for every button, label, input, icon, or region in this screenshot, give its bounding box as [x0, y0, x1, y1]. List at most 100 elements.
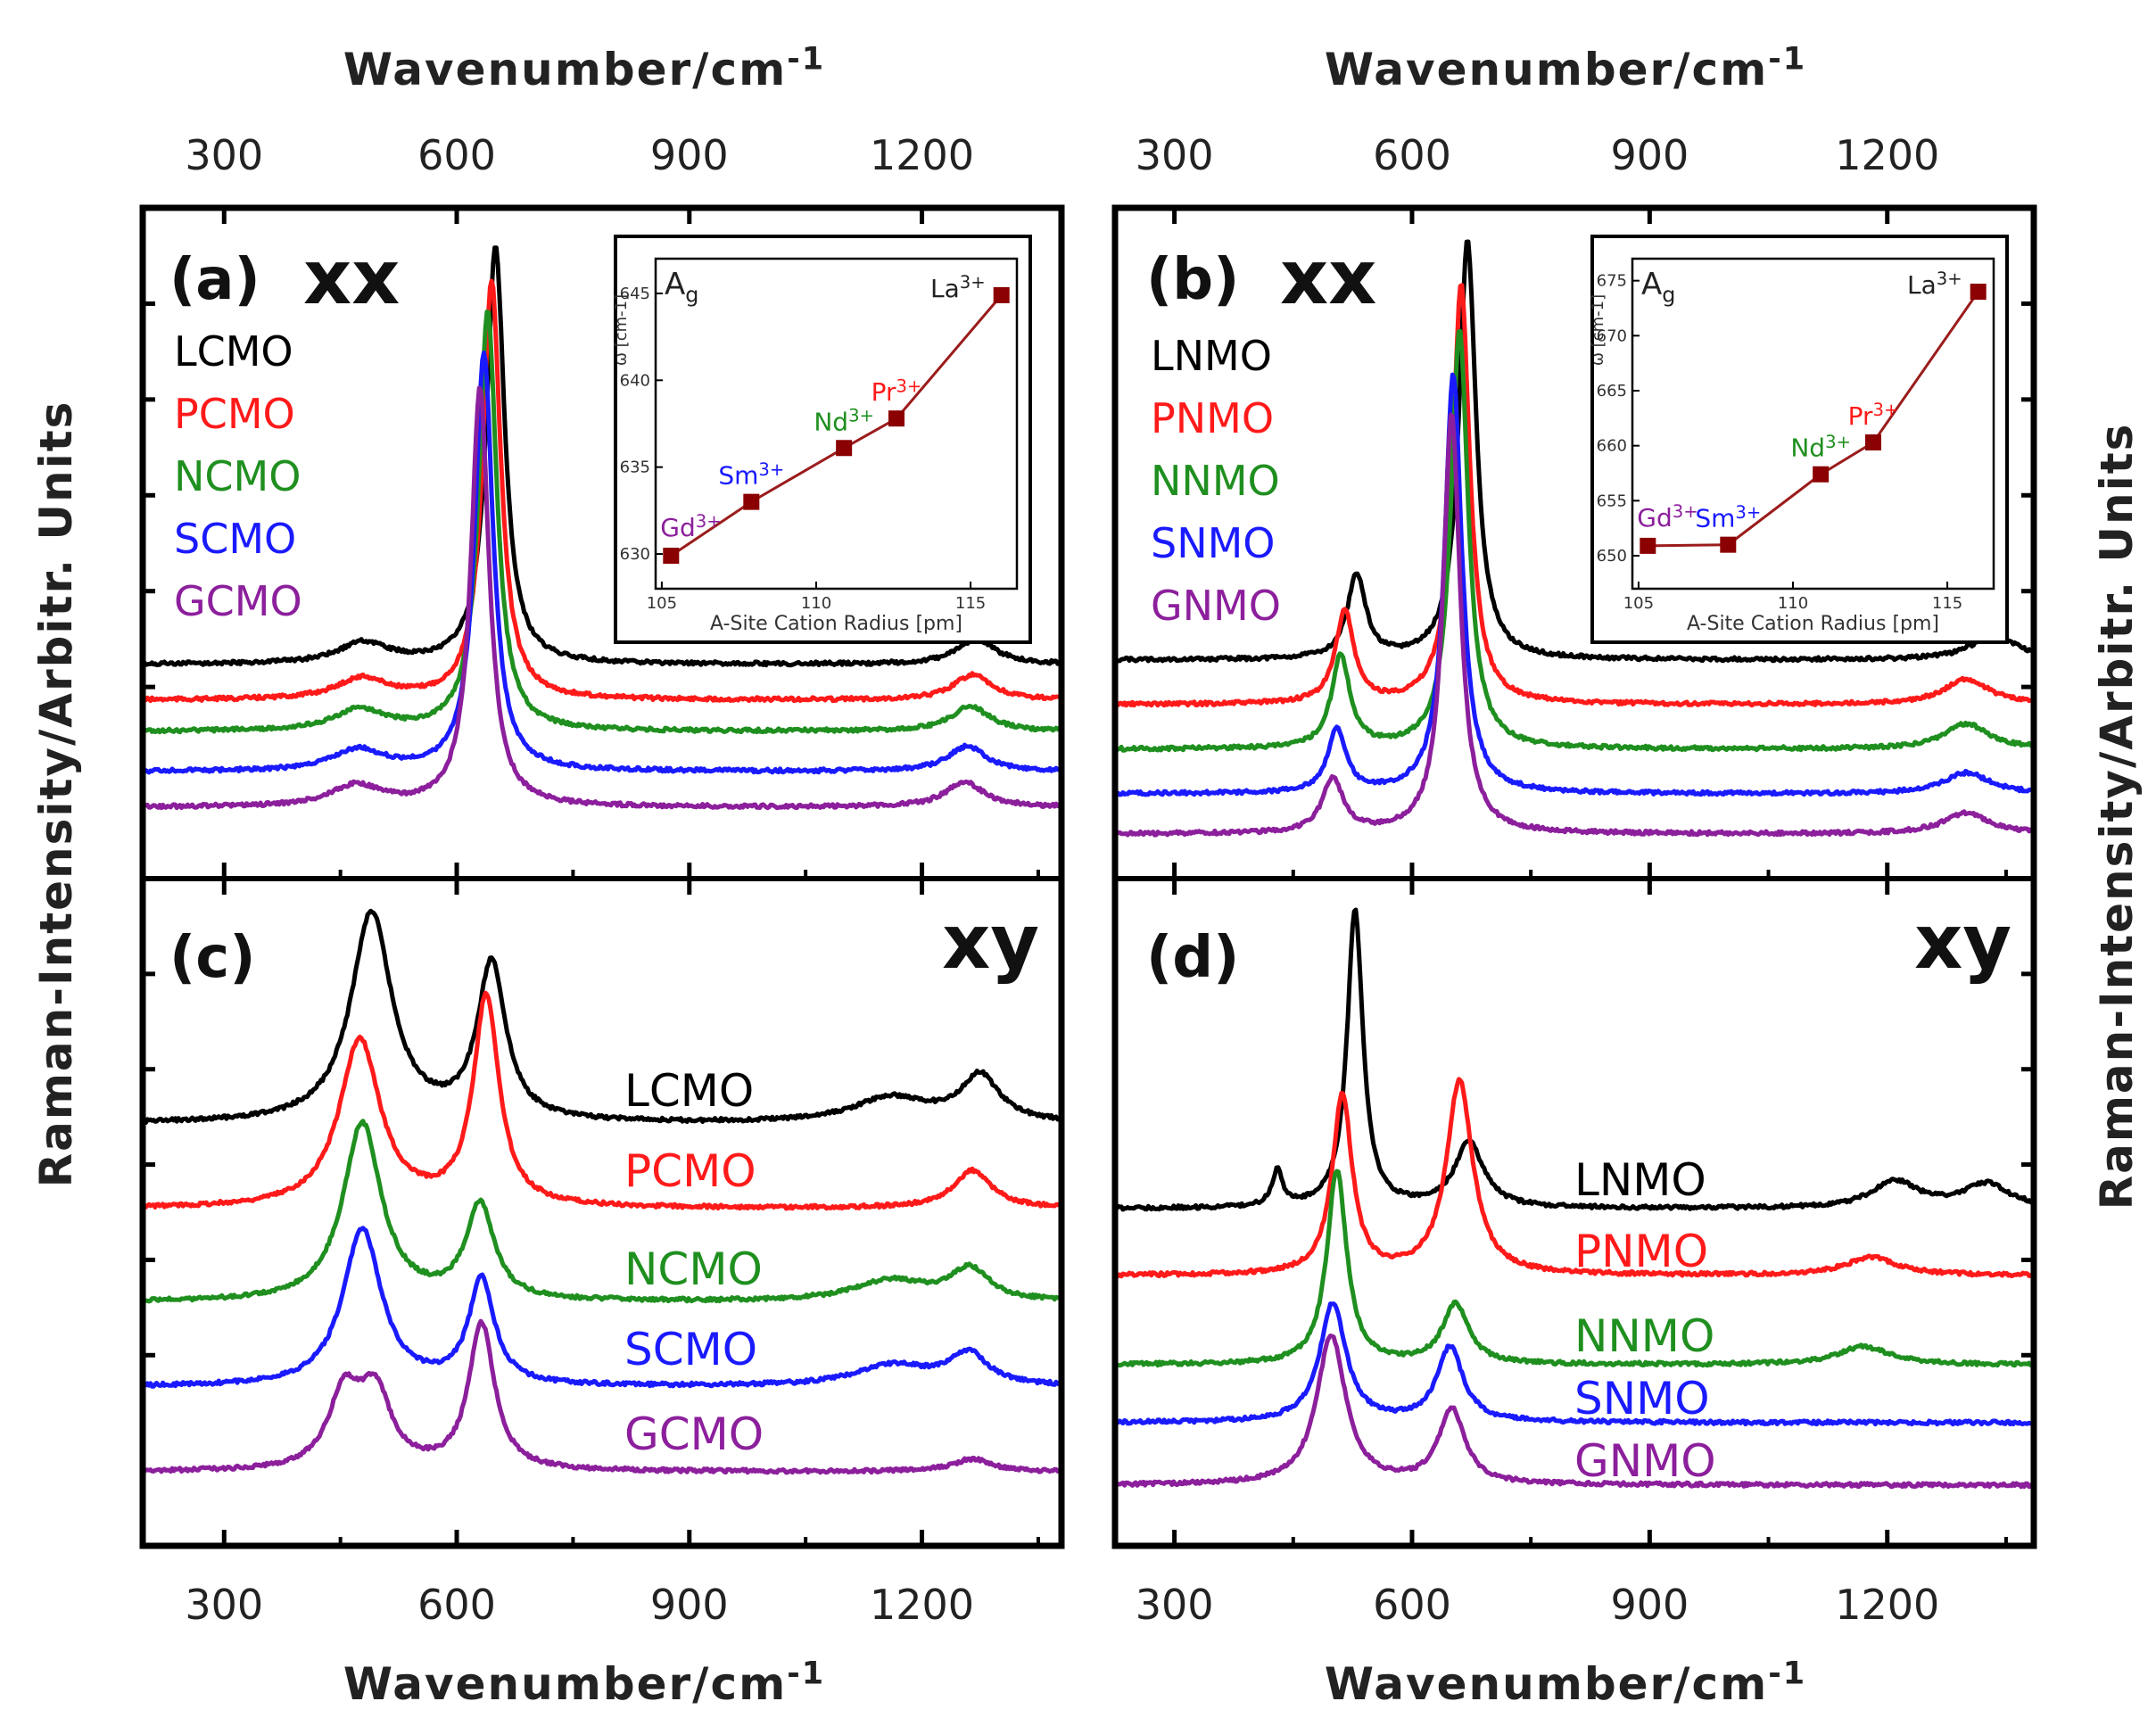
series-line-a-ncmo	[143, 310, 1061, 735]
series-line-c-gcmo	[142, 1318, 1061, 1475]
trace-label-c-lcmo: LCMO	[624, 1065, 754, 1117]
inset-y-tick-label-b-665: 665	[1597, 382, 1627, 401]
inset-title-a: Ag	[665, 267, 698, 307]
inset-point-b-Sm3	[1720, 536, 1737, 553]
inset-ion-label-a-Pr3: Pr3+	[871, 376, 922, 407]
x-tick-label-a-900: 900	[650, 131, 729, 179]
x-tick-label-c-600: 600	[417, 1581, 496, 1629]
inset-y-tick-label-a-635: 635	[620, 458, 650, 477]
series-line-d-snmo	[1115, 1301, 2034, 1427]
x-tick-label-c-900: 900	[650, 1581, 729, 1629]
inset-ion-label-a-La3: La3+	[930, 272, 986, 303]
panel-label-a: (a)	[169, 247, 260, 313]
inset-y-axis-label-a: ω [cm-1]	[612, 294, 631, 366]
panel-label-b: (b)	[1146, 247, 1239, 313]
legend-b-pnmo: PNMO	[1151, 394, 1274, 442]
polarization-label-c: xy	[942, 898, 1039, 986]
legend-a-scmo: SCMO	[174, 515, 296, 563]
x-tick-label-b-900: 900	[1610, 131, 1689, 179]
inset-ion-label-a-Nd3: Nd3+	[814, 405, 874, 436]
trace-label-c-pcmo: PCMO	[624, 1145, 756, 1197]
inset-plot-area-a	[654, 257, 1019, 590]
x-tick-label-a-600: 600	[417, 131, 496, 179]
polarization-label-a: xx	[303, 234, 400, 321]
x-tick-label-b-600: 600	[1373, 131, 1451, 179]
legend-a-ncmo: NCMO	[174, 452, 301, 500]
legend-b-nnmo: NNMO	[1151, 457, 1280, 505]
trace-label-d-lnmo: LNMO	[1574, 1154, 1706, 1206]
inset-x-tick-label-a-110: 110	[801, 594, 831, 613]
inset-frame-b	[1590, 235, 2009, 644]
series-line-d-pnmo	[1114, 1077, 2035, 1279]
legend-a-gcmo: GCMO	[174, 577, 302, 625]
inset-y-tick-label-a-640: 640	[620, 371, 650, 390]
x-tick-label-b-1200: 1200	[1835, 131, 1939, 179]
inset-x-tick-label-a-115: 115	[955, 594, 986, 613]
legend-b-gnmo: GNMO	[1151, 582, 1281, 630]
inset-point-a-Sm3	[743, 493, 760, 510]
polarization-label-d: xy	[1914, 898, 2011, 986]
trace-label-c-gcmo: GCMO	[624, 1408, 764, 1460]
inset-title-b: Ag	[1641, 267, 1675, 307]
series-line-d-nnmo	[1116, 1169, 2033, 1368]
inset-x-axis-label-a: A-Site Cation Radius [pm]	[710, 613, 962, 635]
inset-y-tick-label-a-630: 630	[620, 545, 650, 564]
x-tick-label-d-300: 300	[1136, 1581, 1214, 1629]
inset-frame-a	[614, 235, 1032, 644]
inset-ion-label-a-Sm3: Sm3+	[718, 459, 784, 491]
x-tick-label-d-600: 600	[1373, 1581, 1451, 1629]
inset-ion-label-b-La3: La3+	[1907, 268, 1962, 300]
inset-y-tick-label-b-660: 660	[1597, 437, 1627, 456]
trace-label-d-nnmo: NNMO	[1574, 1310, 1714, 1362]
inset-ion-label-b-Gd3: Gd3+	[1637, 501, 1698, 533]
series-line-b-pnmo	[1115, 283, 2034, 708]
inset-b: 105 110 115 650 655 660 665 670 675 A-Site Cation…	[1589, 235, 2009, 644]
legend-b-lnmo: LNMO	[1151, 332, 1272, 380]
panel-label-c: (c)	[169, 925, 255, 991]
x-tick-label-b-300: 300	[1136, 131, 1214, 179]
inset-x-tick-label-b-105: 105	[1623, 594, 1654, 613]
inset-point-a-Nd3	[836, 440, 853, 457]
inset-y-tick-label-a-645: 645	[620, 285, 650, 303]
series-line-a-pcmo	[144, 278, 1061, 704]
polarization-label-b: xx	[1280, 234, 1376, 321]
inset-ion-label-a-Gd3: Gd3+	[660, 511, 721, 542]
x-tick-label-a-300: 300	[185, 131, 263, 179]
series-line-a-gcmo	[144, 385, 1061, 811]
inset-point-a-Gd3	[663, 548, 680, 564]
bottom-axis-title-right: Wavenumber/cm-1	[1325, 1656, 1806, 1711]
legend-b-snmo: SNMO	[1151, 519, 1276, 567]
inset-y-tick-label-b-675: 675	[1597, 272, 1627, 291]
series-line-c-scmo	[143, 1226, 1061, 1389]
inset-x-tick-label-a-105: 105	[647, 594, 677, 613]
x-tick-label-d-1200: 1200	[1835, 1581, 1939, 1629]
trace-label-d-snmo: SNMO	[1574, 1373, 1710, 1425]
inset-point-b-Gd3	[1640, 537, 1656, 554]
series-line-b-snmo	[1116, 372, 2033, 797]
x-tick-label-a-1200: 1200	[870, 131, 974, 179]
trace-label-d-gnmo: GNMO	[1574, 1435, 1716, 1487]
panel-a: 300 600 900 1200	[142, 131, 1061, 879]
inset-a: 105 110 115 630 635 640 645 A-Site Cation Radiu…	[612, 235, 1032, 644]
inset-y-axis-label-b: ω [cm-1]	[1589, 294, 1607, 366]
top-axis-title-right: Wavenumber/cm-1	[1325, 42, 1806, 96]
panel-c: 300 600 900 1200	[142, 879, 1061, 1629]
inset-ion-label-b-Sm3: Sm3+	[1695, 502, 1761, 533]
inset-ion-label-b-Pr3: Pr3+	[1848, 400, 1899, 431]
inset-point-a-La3	[993, 286, 1010, 303]
series-line-a-lcmo	[142, 245, 1061, 668]
series-line-d-lnmo	[1114, 907, 2035, 1212]
top-axis-title-left: Wavenumber/cm-1	[343, 42, 825, 96]
inset-point-a-Pr3	[888, 410, 905, 427]
x-tick-label-d-900: 900	[1610, 1581, 1689, 1629]
series-line-c-pcmo	[142, 990, 1061, 1211]
y-axis-title-left: Raman-Intensity/Arbitr. Units	[30, 401, 82, 1188]
trace-label-c-scmo: SCMO	[624, 1324, 757, 1375]
inset-x-axis-label-b: A-Site Cation Radius [pm]	[1687, 613, 1939, 635]
trace-label-d-pnmo: PNMO	[1574, 1226, 1708, 1277]
bottom-axis-title-left: Wavenumber/cm-1	[343, 1656, 825, 1711]
inset-y-tick-label-b-655: 655	[1597, 491, 1627, 510]
series-line-d-gnmo	[1115, 1334, 2034, 1490]
series-line-b-lnmo	[1116, 239, 2033, 664]
legend-a-pcmo: PCMO	[174, 390, 295, 438]
